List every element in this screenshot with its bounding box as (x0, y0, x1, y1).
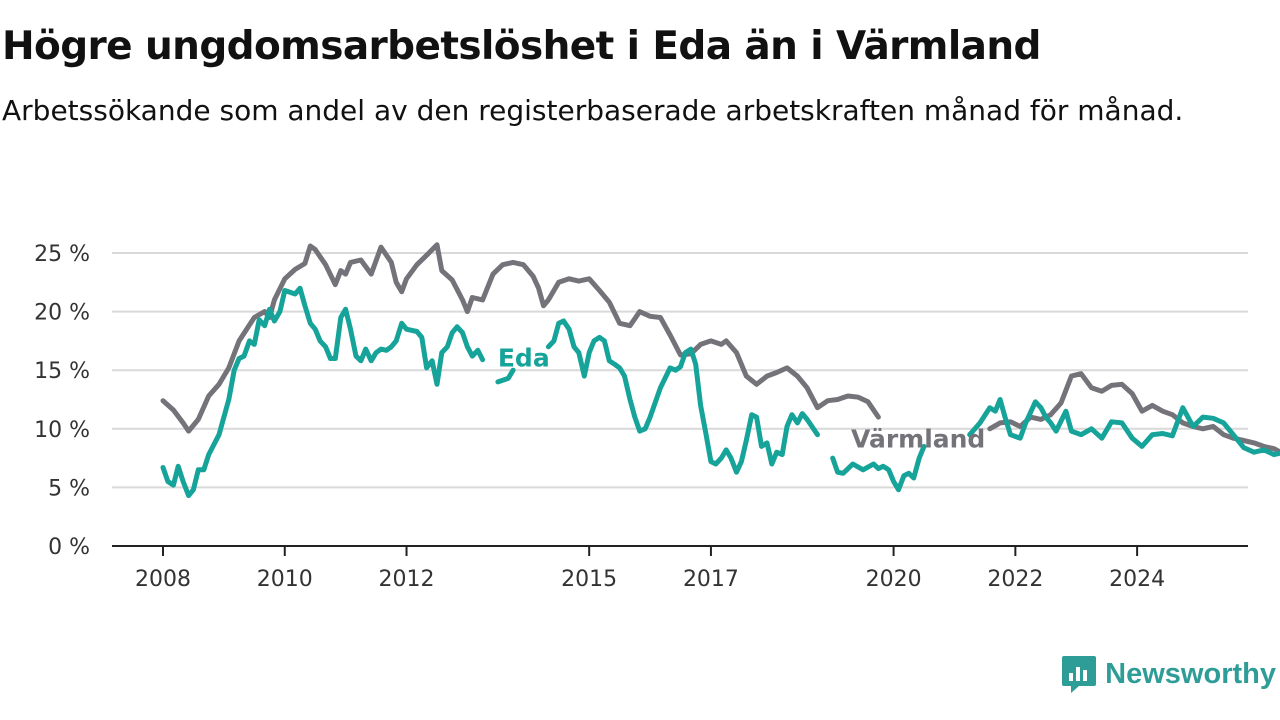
series-lines (160, 242, 1280, 499)
y-tick-label: 15 % (34, 359, 90, 384)
eda-series-line (160, 285, 486, 499)
x-tick-label: 2015 (561, 567, 617, 592)
x-tick-label: 2012 (379, 567, 435, 592)
eda-series-label: Eda (498, 344, 550, 373)
x-tick-label: 2020 (866, 567, 922, 592)
eda-series-line (967, 397, 1280, 458)
x-axis: 2008 2010 2012 2015 2017 2020 2022 2024 (112, 545, 1248, 592)
y-axis-tick-labels: 0 % 5 % 10 % 15 % 20 % 25 % (34, 242, 90, 560)
x-tick-label: 2022 (987, 567, 1043, 592)
x-tick-label: 2008 (135, 567, 191, 592)
y-tick-label: 25 % (34, 242, 90, 267)
varmland-series-label: Värmland (851, 425, 985, 454)
y-tick-label: 5 % (48, 476, 90, 501)
page-subtitle: Arbetssökande som andel av den registerb… (2, 94, 1184, 127)
series-labels: Eda Värmland (498, 344, 985, 454)
eda-series-line (830, 443, 927, 493)
x-tick-label: 2024 (1109, 567, 1165, 592)
y-tick-label: 0 % (48, 535, 90, 560)
varmland-series-line (160, 242, 881, 434)
brand-name: Newsworthy (1105, 657, 1276, 690)
y-tick-label: 10 % (34, 418, 90, 443)
y-tick-label: 20 % (34, 301, 90, 326)
x-tick-label: 2010 (257, 567, 313, 592)
newsworthy-logo-icon (1062, 656, 1097, 693)
eda-series-line (545, 318, 820, 475)
line-chart: 0 %5 %10 %15 %20 %25 % 2008 2010 2012 2015 2… (34, 242, 1280, 592)
eda-series-line (495, 367, 516, 385)
page-title: Högre ungdomsarbetslöshet i Eda än i Vär… (2, 24, 1041, 69)
x-tick-label: 2017 (683, 567, 739, 592)
brand-logo: Newsworthy (1061, 654, 1276, 694)
